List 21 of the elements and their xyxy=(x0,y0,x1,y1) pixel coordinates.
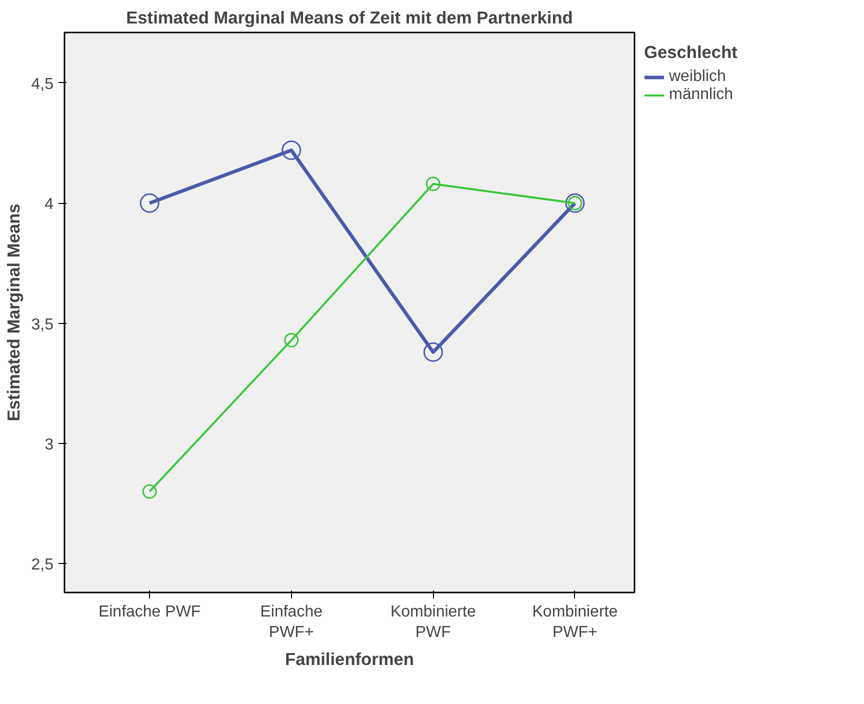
y-tick-label: 3,5 xyxy=(31,316,54,334)
y-axis-title: Estimated Marginal Means xyxy=(3,204,24,422)
point xyxy=(423,342,443,362)
x-axis-title: Familienformen xyxy=(284,648,414,669)
legend-label: weiblich xyxy=(669,68,726,86)
y-tick-label: 4 xyxy=(44,196,54,214)
point xyxy=(426,176,440,192)
x-tick-label: Kombinierte PWF xyxy=(390,604,476,641)
y-tick-label: 3 xyxy=(44,436,54,454)
x-tick-label: Kombinierte PWF+ xyxy=(532,604,618,641)
legend-title: Geschlecht xyxy=(644,42,738,63)
point xyxy=(282,140,302,160)
point xyxy=(140,193,160,213)
y-tick-label: 4,5 xyxy=(31,76,54,93)
y-tick-label: 2,5 xyxy=(31,556,54,574)
x-tick-label: Einfache PWF+ xyxy=(260,604,323,641)
point xyxy=(284,332,299,348)
chart-title: Estimated Marginal Means of Zeit mit dem Partnerkind xyxy=(126,8,573,28)
point xyxy=(142,484,157,499)
legend-label: männlich xyxy=(669,86,734,104)
x-tick-label: Einfache PWF xyxy=(98,604,201,620)
